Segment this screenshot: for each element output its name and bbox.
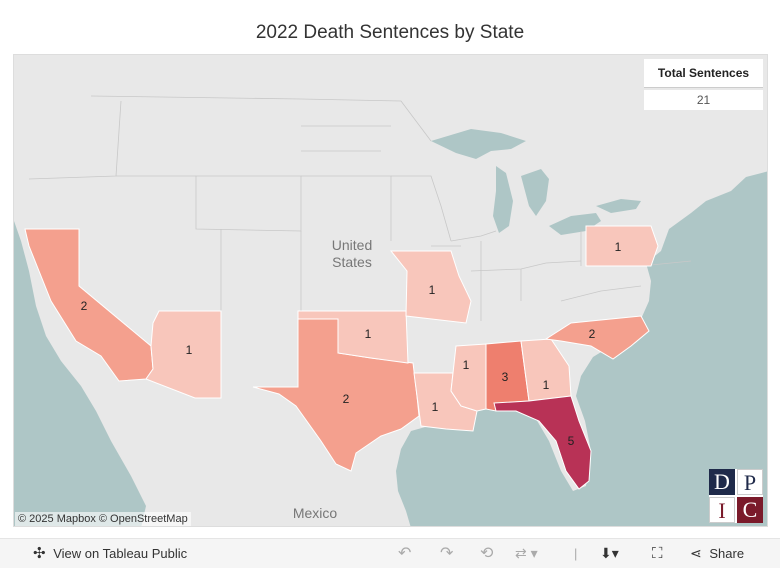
- label-pennsylvania: 1: [614, 240, 622, 254]
- pause-updates-icon[interactable]: ⇄ ▾: [515, 545, 538, 561]
- state-florida: [493, 395, 592, 490]
- label-georgia: 1: [542, 378, 550, 392]
- label-texas: 2: [342, 392, 350, 406]
- logo-letter-c: C: [737, 497, 763, 523]
- total-sentences-header: Total Sentences: [644, 59, 763, 88]
- logo-letter-i: I: [709, 497, 735, 523]
- dpic-logo: D P I C: [709, 469, 763, 523]
- country-label-us-line1: United: [331, 237, 373, 253]
- label-north-carolina: 2: [588, 327, 596, 341]
- logo-letter-d: D: [709, 469, 735, 495]
- share-button[interactable]: ⋖ Share: [690, 539, 744, 568]
- label-florida: 5: [567, 434, 575, 448]
- share-icon: ⋖: [690, 545, 702, 561]
- logo-letter-p: P: [737, 469, 763, 495]
- land-mass: [14, 55, 767, 526]
- label-oklahoma: 1: [364, 327, 372, 341]
- country-label-us-line2: States: [332, 254, 372, 270]
- undo-icon[interactable]: ↶: [398, 545, 412, 562]
- total-sentences-box: Total Sentences 21: [644, 59, 763, 110]
- revert-icon[interactable]: ⟲: [480, 545, 494, 562]
- download-icon[interactable]: ⬇▾: [600, 545, 619, 561]
- state-pennsylvania: [585, 225, 659, 267]
- map-svg: [14, 55, 767, 526]
- total-sentences-value: 21: [644, 90, 763, 110]
- state-north-carolina: [544, 315, 650, 360]
- state-arizona: [145, 310, 222, 399]
- colored-states: [24, 225, 659, 490]
- view-on-tableau-button[interactable]: ✣ View on Tableau Public: [33, 539, 187, 568]
- label-alabama: 3: [501, 370, 509, 384]
- label-arizona: 1: [185, 343, 193, 357]
- toolbar-divider: |: [574, 546, 578, 561]
- state-borders: [28, 95, 692, 321]
- country-label-us: United States: [322, 237, 382, 271]
- map-attribution[interactable]: © 2025 Mapbox © OpenStreetMap: [15, 512, 191, 526]
- country-label-mexico: Mexico: [292, 505, 338, 521]
- view-on-tableau-label: View on Tableau Public: [53, 546, 188, 561]
- label-mississippi: 1: [462, 358, 470, 372]
- map-area[interactable]: [13, 54, 768, 527]
- state-missouri: [389, 250, 472, 324]
- label-louisiana: 1: [431, 400, 439, 414]
- state-oklahoma: [297, 310, 409, 364]
- fullscreen-icon[interactable]: ⛶: [652, 545, 663, 562]
- redo-icon[interactable]: ↷: [440, 545, 454, 562]
- share-label: Share: [709, 546, 745, 561]
- label-missouri: 1: [428, 283, 436, 297]
- tableau-toolbar: ✣ View on Tableau Public ↶ ↷ ⟲ ⇄ ▾ | ⬇▾ …: [0, 538, 780, 568]
- state-california: [24, 228, 154, 382]
- label-california: 2: [80, 299, 88, 313]
- tableau-icon: ✣: [33, 545, 46, 562]
- great-lakes: [431, 129, 641, 235]
- page-title: 2022 Death Sentences by State: [255, 22, 525, 43]
